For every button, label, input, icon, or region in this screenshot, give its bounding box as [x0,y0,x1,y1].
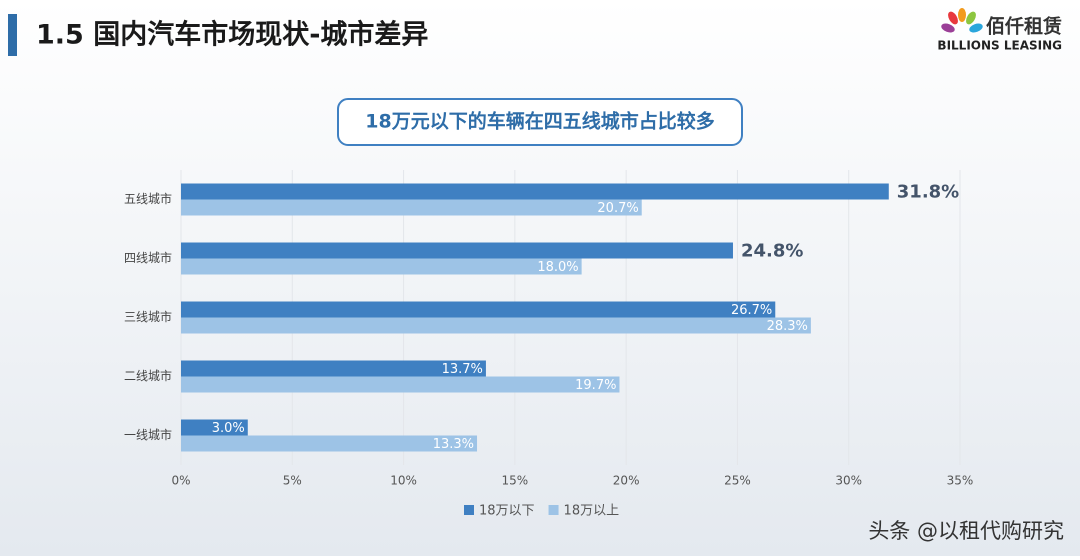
data-label: 24.8% [741,241,803,262]
bar [181,376,620,393]
data-label: 28.3% [767,319,808,334]
x-tick-label: 0% [171,474,190,488]
x-tick-label: 20% [613,474,640,488]
logo-en: BILLIONS LEASING [937,39,1062,53]
x-tick-label: 30% [835,474,862,488]
logo-icon [941,8,983,33]
legend-label: 18万以上 [564,504,620,519]
y-tick-label: 四线城市 [124,250,172,265]
legend-label: 18万以下 [479,504,535,519]
data-label: 13.7% [442,362,483,377]
x-tick-label: 35% [947,474,974,488]
bar [181,360,486,377]
y-tick-label: 二线城市 [124,368,172,383]
bar [181,242,733,259]
slide-title: 1.5 国内汽车市场现状-城市差异 [36,19,428,51]
data-label: 18.0% [537,260,578,275]
x-tick-label: 25% [724,474,751,488]
bar [181,258,582,275]
x-tick-label: 15% [502,474,529,488]
data-label: 31.8% [897,182,959,203]
watermark: 头条 @以租代购研究 [868,519,1064,543]
data-label: 13.3% [433,437,474,452]
bar [181,419,248,436]
bar [181,301,776,318]
y-tick-label: 一线城市 [124,427,172,442]
bar [181,199,642,216]
chart-title: 18万元以下的车辆在四五线城市占比较多 [365,110,714,133]
logo-cn: 佰仟租赁 [986,15,1062,38]
data-label: 20.7% [597,201,638,216]
x-tick-label: 5% [283,474,302,488]
bar [181,317,811,334]
x-tick-label: 10% [390,474,417,488]
legend-swatch [548,505,559,515]
bar [181,183,889,200]
bar [181,435,478,452]
title-accent [8,14,17,56]
data-label: 3.0% [212,421,245,436]
legend-swatch [464,505,474,515]
y-tick-label: 三线城市 [124,309,172,324]
data-label: 26.7% [731,303,772,318]
data-label: 19.7% [575,378,616,393]
chart-title-box [337,98,743,146]
y-tick-label: 五线城市 [124,191,172,206]
